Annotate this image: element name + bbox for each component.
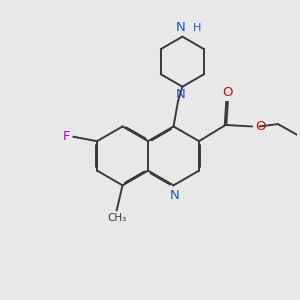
Text: CH₃: CH₃: [107, 213, 126, 223]
Text: N: N: [176, 88, 186, 101]
Text: O: O: [222, 86, 232, 99]
Text: O: O: [255, 120, 266, 133]
Text: H: H: [193, 23, 201, 33]
Text: F: F: [63, 130, 70, 143]
Text: N: N: [170, 189, 180, 202]
Text: N: N: [176, 21, 186, 34]
